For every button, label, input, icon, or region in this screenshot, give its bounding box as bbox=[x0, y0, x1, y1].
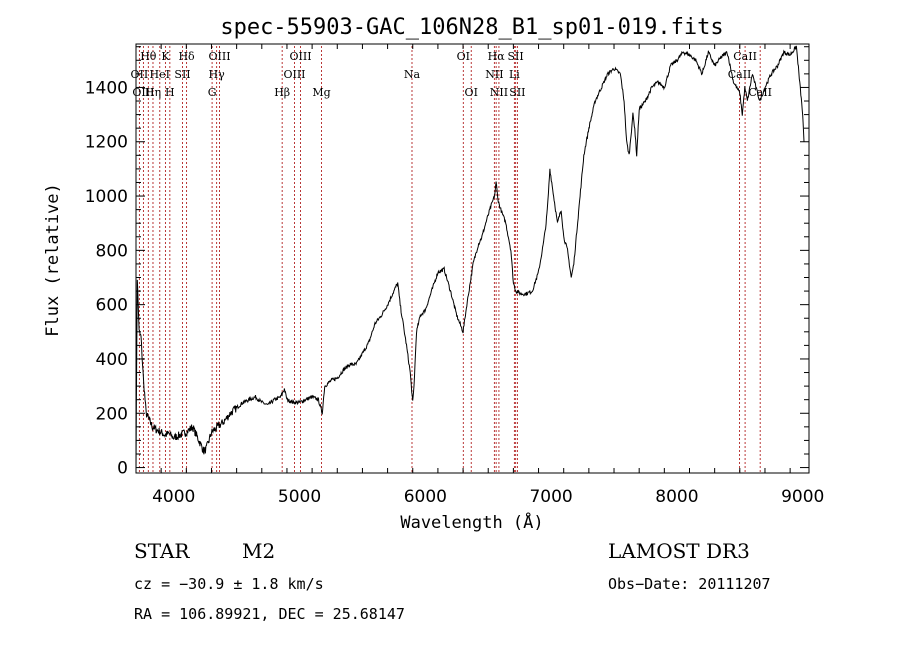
spectral-line-label: K bbox=[161, 50, 170, 63]
spectral-line-label: SII bbox=[509, 86, 525, 99]
x-tick-label: 5000 bbox=[278, 487, 321, 507]
flux-series-line bbox=[135, 45, 805, 472]
spectral-line-label: CaII bbox=[733, 50, 757, 63]
spectral-line-label: SII bbox=[508, 50, 524, 63]
spectral-line-label: CaII bbox=[728, 68, 752, 81]
x-axis-label: Wavelength (Å) bbox=[400, 511, 543, 533]
y-tick-label: 800 bbox=[96, 241, 128, 261]
y-tick-label: 1200 bbox=[85, 133, 128, 153]
y-tick-label: 0 bbox=[117, 459, 128, 479]
y-tick-label: 1400 bbox=[85, 78, 128, 98]
spectral-line-label: OIII bbox=[283, 68, 305, 81]
spectral-line-label: Mg bbox=[312, 86, 330, 99]
x-tick-label: 4000 bbox=[152, 487, 195, 507]
spectral-line-label: OI bbox=[465, 86, 478, 99]
spectral-line-labels: Hθ OII OIII K HeI Hη Hδ SII H OIII Hγ G OIII OIII Hβ Mg… bbox=[131, 50, 772, 99]
spectral-line-label: OIII bbox=[208, 50, 230, 63]
y-tick-label: 600 bbox=[96, 296, 128, 316]
x-tick-label: 9000 bbox=[781, 487, 824, 507]
spectral-lines-layer bbox=[138, 46, 761, 473]
spectral-line-label: G bbox=[208, 86, 217, 99]
y-tick-label: 200 bbox=[96, 404, 128, 424]
spectral-line-label: Hθ bbox=[140, 50, 157, 63]
spectral-line-label: Hα bbox=[488, 50, 506, 63]
object-class: STAR bbox=[134, 539, 190, 563]
y-axis-ticks: 0 200 400 600 800 1000 1200 1400 bbox=[85, 46, 809, 479]
spectral-line-label: Na bbox=[404, 68, 421, 81]
obs-date-text: Obs−Date: 20111207 bbox=[608, 575, 771, 593]
survey-name: LAMOST DR3 bbox=[608, 539, 750, 563]
spectral-line-label: Hδ bbox=[178, 50, 195, 63]
y-axis-label: Flux (relative) bbox=[43, 183, 63, 337]
spectral-line-label: OIII bbox=[132, 86, 154, 99]
x-axis-ticks: 4000 5000 6000 7000 8000 9000 bbox=[135, 44, 824, 507]
x-tick-label: 8000 bbox=[655, 487, 698, 507]
x-tick-label: 6000 bbox=[404, 487, 447, 507]
spectral-line-label: OIII bbox=[290, 50, 312, 63]
spectral-line-label: OII bbox=[131, 68, 149, 81]
y-tick-label: 400 bbox=[96, 350, 128, 370]
coordinates-text: RA = 106.89921, DEC = 25.68147 bbox=[134, 605, 405, 623]
plot-frame bbox=[135, 43, 810, 474]
spectral-line-label: HeI bbox=[150, 68, 170, 81]
spectral-line-label: SII bbox=[174, 68, 190, 81]
spectral-line-label: Hγ bbox=[209, 68, 226, 81]
x-tick-label: 7000 bbox=[529, 487, 572, 507]
redshift-text: cz = −30.9 ± 1.8 km/s bbox=[134, 575, 324, 593]
spectral-line-label: CaII bbox=[748, 86, 772, 99]
spectral-line-label: Hβ bbox=[274, 86, 290, 99]
spectral-line-label: Hη bbox=[145, 86, 161, 99]
spectral-line-label: NII bbox=[485, 68, 503, 81]
spectral-line-label: H bbox=[165, 86, 175, 99]
spectral-line-label: NII bbox=[490, 86, 508, 99]
object-subclass: M2 bbox=[242, 539, 275, 563]
spectral-line-label: Li bbox=[509, 68, 520, 81]
spectral-line-label: OI bbox=[457, 50, 470, 63]
chart-title: spec-55903-GAC_106N28_B1_sp01-019.fits bbox=[220, 15, 723, 40]
y-tick-label: 1000 bbox=[85, 187, 128, 207]
